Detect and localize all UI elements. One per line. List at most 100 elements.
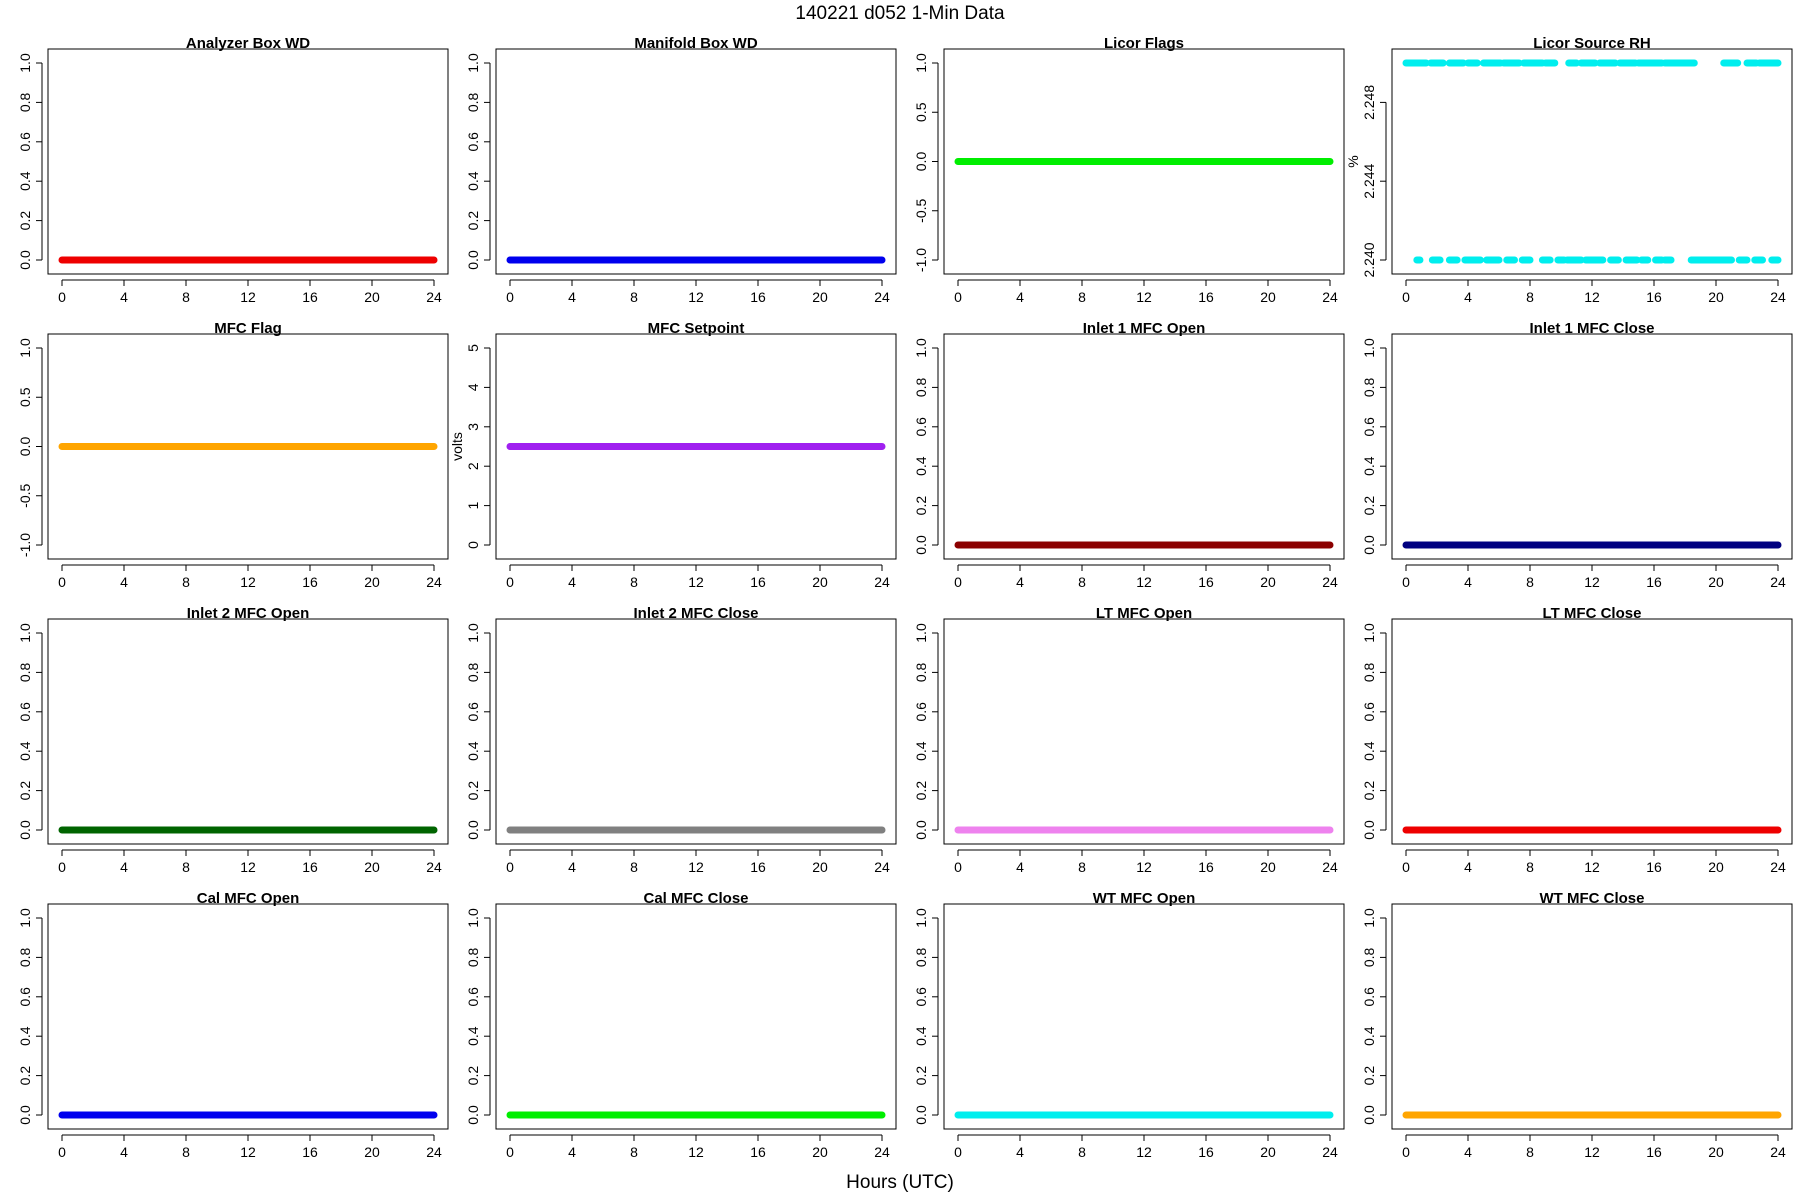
y-tick-label: 0.4 bbox=[465, 171, 481, 191]
x-tick-label: 16 bbox=[302, 1144, 318, 1160]
plot-frame bbox=[495, 48, 897, 275]
x-tick-label: 0 bbox=[1402, 859, 1410, 875]
plot-frame bbox=[943, 333, 1345, 560]
y-tick-label: 0.4 bbox=[1361, 741, 1377, 761]
y-tick-label: 0.4 bbox=[913, 1026, 929, 1046]
x-tick-label: 24 bbox=[874, 574, 890, 590]
x-tick-label: 0 bbox=[506, 1144, 514, 1160]
x-tick-label: 0 bbox=[1402, 574, 1410, 590]
x-tick-label: 20 bbox=[812, 859, 828, 875]
panel-title: Inlet 1 MFC Open bbox=[1083, 320, 1206, 337]
x-tick-label: 20 bbox=[1260, 859, 1276, 875]
x-tick-label: 16 bbox=[1646, 859, 1662, 875]
y-tick-label: 0.2 bbox=[913, 781, 929, 801]
x-tick-label: 8 bbox=[1526, 859, 1534, 875]
y-tick-label: 1.0 bbox=[465, 53, 481, 73]
x-tick-label: 20 bbox=[1708, 574, 1724, 590]
y-tick-label: 0.0 bbox=[913, 820, 929, 840]
x-tick-label: 8 bbox=[182, 289, 190, 305]
x-tick-label: 8 bbox=[630, 289, 638, 305]
x-tick-label: 16 bbox=[750, 859, 766, 875]
x-tick-label: 24 bbox=[1322, 574, 1338, 590]
x-tick-label: 20 bbox=[812, 574, 828, 590]
x-tick-label: 0 bbox=[954, 1144, 962, 1160]
x-tick-label: 24 bbox=[1770, 859, 1786, 875]
y-tick-label: 1.0 bbox=[17, 53, 33, 73]
x-tick-label: 12 bbox=[1584, 289, 1600, 305]
y-tick-label: 0.6 bbox=[17, 702, 33, 722]
x-tick-label: 16 bbox=[1198, 859, 1214, 875]
y-tick-label: 1.0 bbox=[913, 908, 929, 928]
x-tick-label: 16 bbox=[750, 574, 766, 590]
x-tick-label: 20 bbox=[364, 289, 380, 305]
y-tick-label: 0.6 bbox=[465, 132, 481, 152]
x-tick-label: 0 bbox=[506, 289, 514, 305]
x-tick-label: 12 bbox=[688, 574, 704, 590]
x-tick-label: 8 bbox=[1078, 574, 1086, 590]
y-tick-label: 0.6 bbox=[465, 987, 481, 1007]
y-tick-label: 0.4 bbox=[913, 741, 929, 761]
x-tick-label: 4 bbox=[120, 1144, 128, 1160]
x-tick-label: 4 bbox=[1464, 1144, 1472, 1160]
x-axis-label: Hours (UTC) bbox=[846, 1172, 954, 1193]
x-tick-label: 8 bbox=[1526, 1144, 1534, 1160]
x-tick-label: 20 bbox=[1260, 289, 1276, 305]
x-tick-label: 20 bbox=[812, 1144, 828, 1160]
y-tick-label: 0.8 bbox=[913, 947, 929, 967]
y-tick-label: 1.0 bbox=[17, 623, 33, 643]
y-tick-label: -1.0 bbox=[17, 533, 33, 557]
x-tick-label: 4 bbox=[1016, 1144, 1024, 1160]
panel-title: LT MFC Close bbox=[1543, 605, 1642, 622]
panel-licor-source-rh: Licor Source RH 0 4 8 12 16 20 24 2.240 2.244 2.24… bbox=[1345, 35, 1793, 305]
y-tick-label: 0.0 bbox=[17, 1105, 33, 1125]
panel-lt-mfc-open: LT MFC Open 0 4 8 12 16 20 24 0.0 0.2 0.4 0.6 0.8 1.0 bbox=[913, 605, 1345, 875]
y-tick-label: 0.2 bbox=[1361, 1066, 1377, 1086]
x-tick-label: 12 bbox=[240, 574, 256, 590]
x-tick-label: 20 bbox=[1708, 1144, 1724, 1160]
panel-mfc-flag: MFC Flag 0 4 8 12 16 20 24 -1.0 -0.5 0.0 0.5 1.0 bbox=[17, 320, 449, 590]
x-tick-label: 20 bbox=[812, 289, 828, 305]
x-tick-label: 16 bbox=[1646, 574, 1662, 590]
y-tick-label: 0.2 bbox=[913, 496, 929, 516]
panel-inlet-1-mfc-open: Inlet 1 MFC Open 0 4 8 12 16 20 24 0.0 0.2 0.4 0.6 0… bbox=[913, 320, 1345, 590]
y-tick-label: 2.240 bbox=[1361, 242, 1377, 277]
plot-frame bbox=[47, 618, 449, 845]
panel-title: Inlet 2 MFC Close bbox=[633, 605, 758, 622]
x-tick-label: 4 bbox=[1016, 574, 1024, 590]
y-tick-label: 0.8 bbox=[465, 947, 481, 967]
y-tick-label: 0.2 bbox=[1361, 781, 1377, 801]
panel-title: LT MFC Open bbox=[1096, 605, 1192, 622]
x-tick-label: 4 bbox=[120, 859, 128, 875]
y-tick-label: 1.0 bbox=[17, 908, 33, 928]
panel-title: Licor Source RH bbox=[1533, 35, 1651, 52]
y-tick-label: 1.0 bbox=[1361, 338, 1377, 358]
panel-title: Cal MFC Close bbox=[643, 890, 748, 907]
x-tick-label: 0 bbox=[954, 859, 962, 875]
plot-frame bbox=[47, 333, 449, 560]
x-tick-label: 4 bbox=[1016, 859, 1024, 875]
y-tick-label: 1.0 bbox=[1361, 623, 1377, 643]
x-tick-label: 12 bbox=[1584, 859, 1600, 875]
y-tick-label: 4 bbox=[465, 383, 481, 391]
y-tick-label: 3 bbox=[465, 423, 481, 431]
y-tick-label: 0.0 bbox=[913, 535, 929, 555]
y-tick-label: -1.0 bbox=[913, 248, 929, 272]
y-tick-label: 0.8 bbox=[1361, 662, 1377, 682]
x-tick-label: 24 bbox=[1322, 859, 1338, 875]
panel-title: MFC Setpoint bbox=[648, 320, 745, 337]
x-tick-label: 20 bbox=[1708, 289, 1724, 305]
x-tick-label: 24 bbox=[874, 289, 890, 305]
y-tick-label: 0.8 bbox=[17, 947, 33, 967]
x-tick-label: 24 bbox=[426, 1144, 442, 1160]
y-tick-label: 1.0 bbox=[465, 623, 481, 643]
x-tick-label: 16 bbox=[1198, 574, 1214, 590]
y-tick-label: 0.4 bbox=[913, 456, 929, 476]
x-tick-label: 16 bbox=[302, 859, 318, 875]
y-tick-label: 0.6 bbox=[17, 987, 33, 1007]
y-tick-label: 0.6 bbox=[465, 702, 481, 722]
y-tick-label: 0.5 bbox=[17, 387, 33, 407]
y-tick-label: 0.8 bbox=[913, 662, 929, 682]
y-tick-label: 2 bbox=[465, 462, 481, 470]
